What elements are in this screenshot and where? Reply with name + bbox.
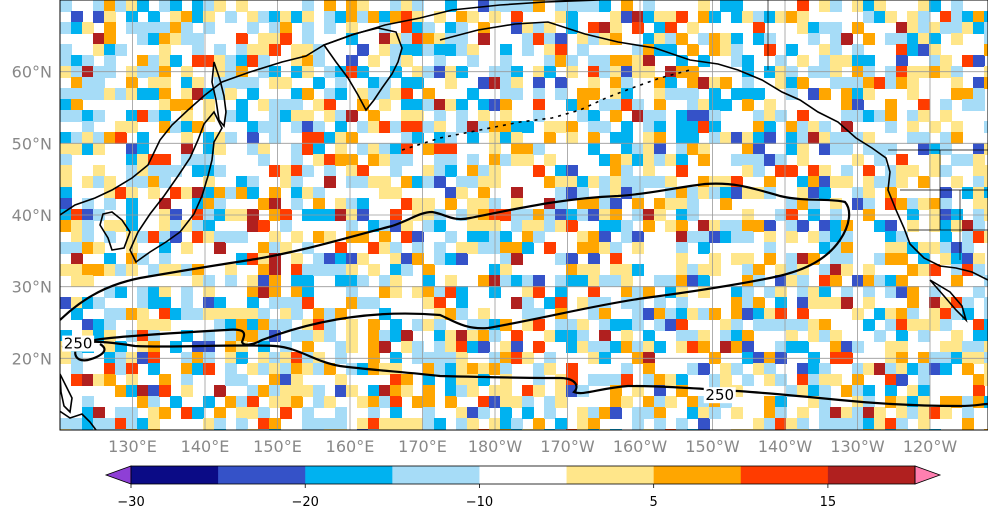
contour-250-southern [77,340,988,408]
colorbar-tick-label: 5 [650,495,658,510]
lon-label: 150°W [685,437,740,456]
coastline-baja [929,279,968,323]
lon-label: 130°E [108,437,157,456]
lon-label: 140°E [181,437,230,456]
border-states [900,150,988,260]
contour-labels: 250 250 [62,335,736,404]
colorbar-box [740,466,829,484]
contour-label: 250 [64,335,93,353]
lon-label: 120°W [903,437,958,456]
lon-label: 170°W [540,437,595,456]
coastline-kamchatka [322,27,403,112]
coastline-sakhalin [211,61,227,128]
lon-label: 180°W [468,437,523,456]
coastline-asia [60,0,601,216]
lon-label: 130°W [830,437,885,456]
colorbar-box [566,466,655,484]
colorbar-tick-label: −20 [292,495,319,510]
contour-250-northern [60,182,851,349]
longitude-labels: 130°E 140°E 150°E 160°E 170°E 180°W 170°W 160°W… [108,437,957,456]
colorbar-extend-min [104,465,132,485]
lat-label: 30°N [12,278,52,297]
colorbar-box [392,466,480,484]
map-frame [59,0,988,431]
contour-label-halo [703,387,736,404]
coastline-taiwan [60,373,73,414]
colorbar-box [305,466,393,484]
gridlines [60,0,988,430]
coastline-aleutians [401,69,691,151]
political-borders [767,0,988,260]
coastlines [60,0,988,430]
lat-label: 40°N [12,206,52,225]
colorbar-tick-label: −30 [117,495,144,510]
lon-label: 160°W [613,437,668,456]
lon-label: 150°E [253,437,302,456]
lat-label: 60°N [12,63,52,82]
coastline-philippines [60,410,97,430]
colorbar: −30−20−1051525 [104,465,942,510]
lon-label: 170°E [398,437,447,456]
colorbar-box [479,466,568,484]
colorbar-box [131,466,219,484]
lon-label: 160°E [326,437,375,456]
latitude-labels: 60°N 50°N 40°N 30°N 20°N [12,63,52,369]
coastline-korea [99,211,131,251]
lat-label: 20°N [12,349,52,368]
lat-label: 50°N [12,134,52,153]
colorbar-box [218,466,306,484]
contour-250-loop-west [74,343,106,362]
colorbar-extend-max [914,465,942,485]
contours-250 [60,182,988,408]
contour-label-halo [62,335,95,352]
colorbar-tick-label: 15 [820,495,837,510]
coastline-alaska [439,21,988,281]
anomaly-field [60,0,988,430]
contour-label: 250 [705,386,734,404]
colorbar-frame [130,465,916,485]
coastline-japan [129,110,223,264]
colorbar-box [827,466,916,484]
lon-label: 140°W [758,437,813,456]
colorbar-tick-label: −10 [466,495,493,510]
colorbar-box [653,466,742,484]
